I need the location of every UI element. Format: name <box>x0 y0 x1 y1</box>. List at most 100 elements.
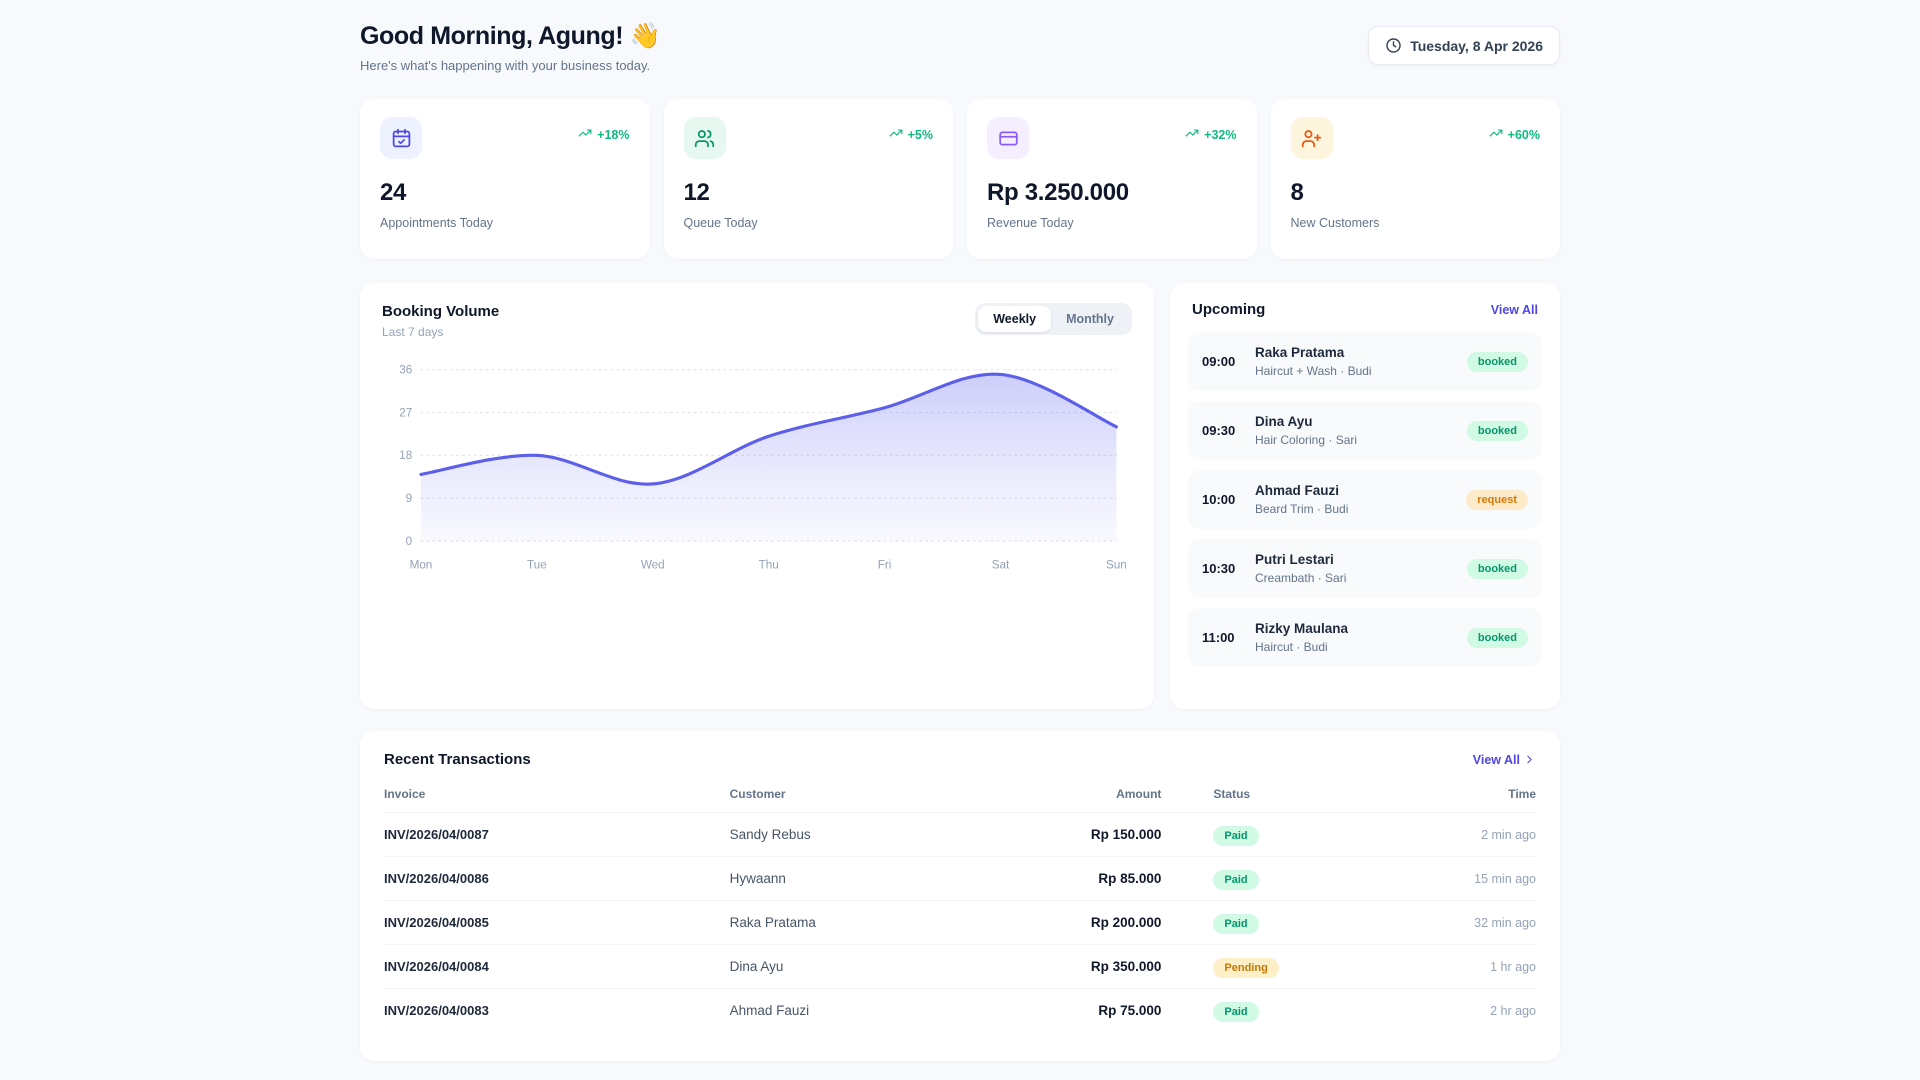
upcoming-title: Upcoming <box>1192 301 1266 318</box>
chart-title: Booking Volume <box>382 303 500 320</box>
upcoming-item-ahmad-fauzi[interactable]: 10:00 Ahmad Fauzi Beard Trim · Budi request <box>1188 470 1542 529</box>
amount: Rp 350.000 <box>1029 944 1214 989</box>
upcoming-item-dina-ayu[interactable]: 09:30 Dina Ayu Hair Coloring · Sari booked <box>1188 401 1542 460</box>
status-badge: booked <box>1466 558 1528 579</box>
transaction-row-0086: INV/2026/04/0086 Hywaann Rp 85.000 Paid 15 m… <box>384 856 1536 901</box>
upcoming-card: Upcoming View All 09:00 Raka Pratama Hairc… <box>1170 283 1560 709</box>
chart-title-block: Booking Volume Last 7 days <box>382 303 499 339</box>
svg-text:0: 0 <box>406 535 413 548</box>
customer-name: Sandy Rebus <box>729 812 1030 857</box>
upcoming-item-raka-pratama[interactable]: 09:00 Raka Pratama Haircut + Wash · Budi bo… <box>1188 332 1542 391</box>
status-badge: Pending <box>1213 958 1279 978</box>
stat-value: 8 <box>1290 179 1304 206</box>
upcoming-item-rizky-maulana[interactable]: 11:00 Rizky Maulana Haircut · Budi booked <box>1188 608 1542 667</box>
stat-label: Revenue Today <box>987 216 1074 230</box>
status-cell: Paid <box>1213 856 1364 901</box>
transaction-row-0084: INV/2026/04/0084 Dina Ayu Rp 350.000 Pendin… <box>384 944 1536 989</box>
customer-name: Rizky Maulana <box>1255 621 1349 636</box>
chevron-right-icon <box>1523 753 1536 766</box>
invoice-number: INV/2026/04/0086 <box>384 856 730 901</box>
transaction-row-0085: INV/2026/04/0085 Raka Pratama Rp 200.000 Pa… <box>384 900 1536 945</box>
page-header: Good Morning, Agung! 👋 Here's what's hap… <box>360 22 1560 73</box>
trending-up-icon <box>1489 126 1503 143</box>
customer-name: Raka Pratama <box>1255 345 1345 360</box>
invoice-number: INV/2026/04/0087 <box>384 812 730 857</box>
column-header-time: Time <box>1363 776 1536 813</box>
status-badge: booked <box>1466 420 1528 441</box>
time-ago: 32 min ago <box>1363 900 1536 945</box>
page-subtitle: Here's what's happening with your busine… <box>360 58 651 73</box>
users-icon <box>683 117 726 159</box>
transactions-view-all-link[interactable]: View All <box>1473 753 1536 767</box>
transactions-view-all-label: View All <box>1472 752 1520 767</box>
svg-text:18: 18 <box>399 449 412 462</box>
appointment-time: 09:30 <box>1202 423 1236 438</box>
transactions-table: Invoice Customer Amount Status Time INV/2026… <box>384 776 1536 1032</box>
upcoming-list: 09:00 Raka Pratama Haircut + Wash · Budi bo… <box>1188 332 1542 667</box>
trending-up-icon <box>889 126 903 143</box>
stat-label: Queue Today <box>683 216 758 230</box>
service-detail: Creambath · Sari <box>1255 571 1347 585</box>
transactions-title: Recent Transactions <box>384 751 531 768</box>
stat-trend-value: +18% <box>597 127 630 142</box>
upcoming-item-putri-lestari[interactable]: 10:30 Putri Lestari Creambath · Sari booked <box>1188 539 1542 598</box>
credit-card-icon <box>987 117 1029 159</box>
svg-text:Wed: Wed <box>641 558 665 571</box>
appointment-info: Ahmad Fauzi Beard Trim · Budi <box>1255 483 1453 516</box>
time-ago: 15 min ago <box>1363 856 1536 901</box>
svg-text:Thu: Thu <box>759 558 779 571</box>
status-badge: booked <box>1466 351 1528 372</box>
column-header-status: Status <box>1213 776 1364 813</box>
transaction-row-0083: INV/2026/04/0083 Ahmad Fauzi Rp 75.000 Paid… <box>384 989 1536 1033</box>
time-ago: 1 hr ago <box>1363 944 1536 989</box>
upcoming-view-all-link[interactable]: View All <box>1490 302 1538 317</box>
invoice-number: INV/2026/04/0083 <box>384 1003 489 1018</box>
amount: Rp 150.000 <box>1029 812 1214 857</box>
customer-name: Hywaann <box>729 856 1030 901</box>
status-badge: Paid <box>1213 870 1259 890</box>
appointment-info: Dina Ayu Hair Coloring · Sari <box>1255 414 1454 447</box>
transactions-table-header: Invoice Customer Amount Status Time <box>384 776 1536 813</box>
status-badge: Paid <box>1213 1002 1259 1022</box>
stat-trend-value: +60% <box>1507 127 1540 142</box>
amount: Rp 75.000 <box>1098 1003 1162 1018</box>
customer-name: Dina Ayu <box>1255 414 1313 429</box>
appointment-time: 11:00 <box>1202 630 1235 645</box>
appointment-time: 09:00 <box>1202 354 1236 369</box>
clock-icon <box>1385 37 1402 54</box>
greeting-block: Good Morning, Agung! 👋 Here's what's hap… <box>360 22 661 73</box>
chart-range-toggle: Weekly Monthly <box>975 303 1132 335</box>
user-plus-icon <box>1290 117 1333 159</box>
stat-value: 12 <box>683 179 710 206</box>
svg-text:Sun: Sun <box>1106 558 1127 571</box>
toggle-monthly[interactable]: Monthly <box>1051 306 1129 332</box>
date-badge: Tuesday, 8 Apr 2026 <box>1368 26 1560 65</box>
time-ago: 2 hr ago <box>1490 1003 1536 1018</box>
stat-trend: +5% <box>889 126 933 143</box>
status-cell: Pending <box>1213 944 1364 989</box>
service-detail: Beard Trim · Budi <box>1255 502 1349 516</box>
svg-text:Tue: Tue <box>527 558 547 571</box>
trending-up-icon <box>578 126 592 143</box>
stat-label: New Customers <box>1290 216 1380 230</box>
appointment-info: Raka Pratama Haircut + Wash · Budi <box>1255 345 1454 378</box>
status-cell: Paid <box>1213 900 1364 945</box>
stat-card-appointments-today: +18% 24 Appointments Today <box>360 99 650 259</box>
customer-name: Ahmad Fauzi <box>1255 483 1340 498</box>
appointment-time: 10:30 <box>1202 561 1236 576</box>
svg-text:Mon: Mon <box>410 558 433 571</box>
service-detail: Hair Coloring · Sari <box>1255 433 1358 447</box>
status-cell: Paid <box>1213 812 1364 857</box>
status-badge: Paid <box>1213 914 1259 934</box>
stat-trend: +60% <box>1489 126 1540 143</box>
service-detail: Haircut · Budi <box>1255 640 1328 654</box>
booking-volume-card: Booking Volume Last 7 days Weekly Monthly… <box>360 283 1154 709</box>
transaction-row-0087: INV/2026/04/0087 Sandy Rebus Rp 150.000 Pai… <box>384 812 1536 857</box>
svg-text:Sat: Sat <box>992 558 1010 571</box>
chart-subtitle: Last 7 days <box>382 325 444 339</box>
column-header-invoice: Invoice <box>384 776 730 813</box>
status-badge: request <box>1466 489 1528 510</box>
toggle-weekly[interactable]: Weekly <box>978 306 1052 332</box>
column-header-amount: Amount <box>1029 776 1214 813</box>
stat-card-queue-today: +5% 12 Queue Today <box>663 99 953 259</box>
